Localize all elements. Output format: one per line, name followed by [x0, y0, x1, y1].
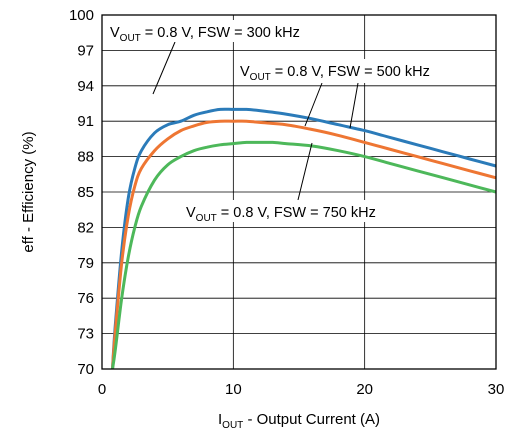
- annotation-bg: [180, 200, 426, 222]
- annotation-300khz: VOUT = 0.8 V, FSW = 300 kHz: [110, 25, 300, 44]
- annotation-750khz: VOUT = 0.8 V, FSW = 750 kHz: [186, 205, 376, 224]
- x-tick-label: 30: [488, 381, 505, 398]
- leader-line-500khz-to-300: [349, 82, 359, 129]
- annotation-bg: [106, 20, 346, 42]
- annotations: VOUT = 0.8 V, FSW = 300 kHz VOUT = 0.8 V…: [106, 20, 484, 224]
- x-tick-label: 10: [225, 381, 242, 398]
- y-tick-label: 85: [77, 184, 94, 201]
- y-tick-label: 76: [77, 290, 94, 307]
- x-axis-title: IOUT - Output Current (A): [218, 411, 380, 431]
- y-tick-label: 100: [69, 7, 94, 24]
- series-line-300khz: [111, 107, 497, 370]
- series-lines: [111, 107, 497, 370]
- annotation-500khz: VOUT = 0.8 V, FSW = 500 kHz: [240, 64, 430, 83]
- y-tick-label: 70: [77, 361, 94, 378]
- y-tick-label: 91: [77, 113, 94, 130]
- y-tick-label: 97: [77, 42, 94, 59]
- y-tick-label: 94: [77, 78, 94, 95]
- y-axis-title: eff - Efficiency (%): [20, 131, 37, 252]
- leader-line-300khz: [152, 41, 176, 95]
- annotation-bg: [236, 59, 484, 83]
- leader-line-750khz: [297, 142, 313, 201]
- y-tick-label: 82: [77, 219, 94, 236]
- series-line-750khz: [111, 140, 497, 370]
- y-tick-label: 79: [77, 255, 94, 272]
- x-tick-label: 0: [98, 381, 106, 398]
- tick-labels: 70 73 76 79 82 85 88 91 94 97 100 0 10 20 30: [69, 7, 504, 398]
- plot-frame: [101, 14, 497, 370]
- plot-border: [101, 14, 497, 370]
- series-line-500khz: [111, 119, 497, 370]
- y-tick-label: 88: [77, 149, 94, 166]
- x-tick-label: 20: [356, 381, 373, 398]
- leader-line-500khz: [304, 82, 323, 127]
- y-tick-label: 73: [77, 326, 94, 343]
